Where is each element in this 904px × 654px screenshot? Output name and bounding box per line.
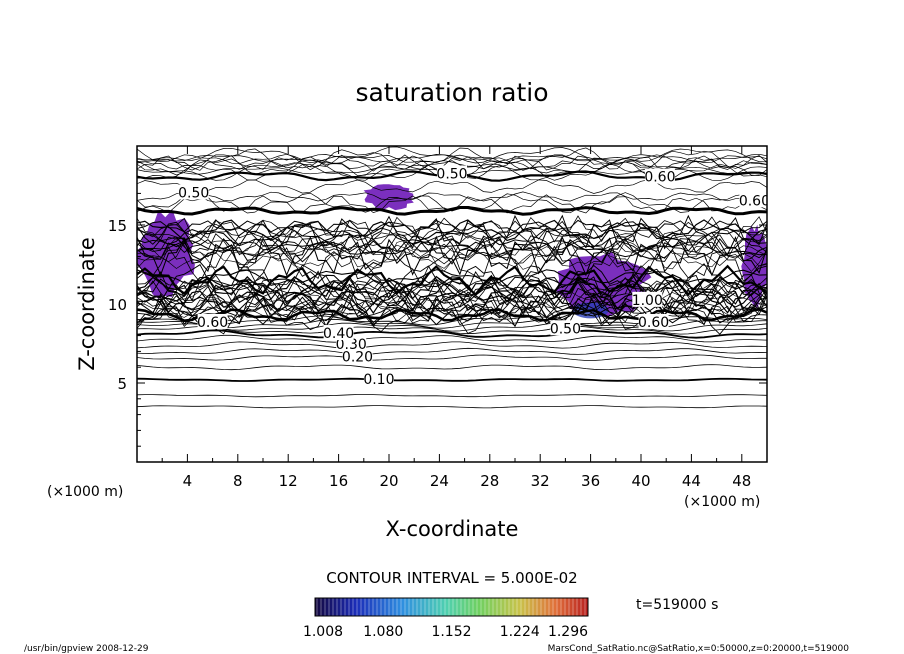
contour-line	[137, 250, 767, 269]
y-unit-label: (×1000 m)	[47, 484, 123, 500]
contour-line	[137, 229, 767, 265]
contour-line	[137, 245, 767, 286]
contour-line	[137, 281, 767, 306]
x-tick-label: 24	[430, 472, 449, 490]
contour-line	[137, 219, 767, 233]
contour-line	[137, 325, 767, 335]
x-tick-label: 40	[631, 472, 650, 490]
contour-line	[137, 160, 767, 170]
fill-region-top-center	[363, 184, 414, 211]
contour-label-bg	[632, 291, 663, 307]
contour-line	[137, 377, 767, 382]
contour-label-bg	[638, 313, 669, 329]
contour-label-bg	[323, 325, 354, 341]
contour-label-bg	[342, 348, 373, 364]
contour-line	[137, 322, 767, 332]
footer-left: /usr/bin/gpview 2008-12-29	[24, 644, 149, 654]
contour-label: 0.60	[638, 315, 669, 331]
contour-line	[137, 233, 767, 256]
x-tick-label: 36	[581, 472, 600, 490]
x-tick-label: 12	[279, 472, 298, 490]
contour-line	[137, 154, 767, 172]
x-axis-title: X-coordinate	[386, 517, 519, 541]
contour-line	[137, 354, 767, 361]
y-axis-title: Z-coordinate	[75, 237, 99, 371]
contour-line	[137, 264, 767, 296]
chart-title: saturation ratio	[355, 78, 548, 107]
contour-line	[137, 293, 767, 328]
contour-label: 0.60	[739, 193, 770, 209]
time-label: t=519000 s	[636, 597, 718, 613]
y-tick-label: 5	[117, 375, 127, 393]
footer-right: MarsCond_SatRatio.nc@SatRatio,x=0:50000,…	[548, 644, 850, 654]
x-tick-label: 20	[379, 472, 398, 490]
contour-label: 0.50	[178, 185, 209, 201]
contour-label: 0.60	[644, 170, 675, 186]
contour-label-bg	[178, 184, 209, 200]
x-tick-label: 4	[183, 472, 193, 490]
contour-line	[137, 405, 767, 409]
contour-line	[137, 329, 767, 339]
contour-label: 0.10	[363, 372, 394, 388]
contour-label-bg	[363, 370, 394, 386]
contour-label: 0.50	[436, 166, 467, 182]
contour-line	[137, 307, 767, 323]
contour-line	[137, 146, 767, 164]
x-unit-label: (×1000 m)	[684, 494, 760, 510]
contour-label: 1.00	[632, 293, 663, 309]
colorbar-tick-label: 1.224	[500, 624, 540, 640]
x-tick-label: 44	[682, 472, 701, 490]
contour-label-bg	[644, 168, 675, 184]
contour-line	[137, 191, 767, 202]
contour-label-bg	[550, 320, 581, 336]
contour-line	[137, 215, 767, 243]
contour-label: 0.40	[323, 326, 354, 342]
contour-line	[137, 334, 767, 343]
contour-interval-label: CONTOUR INTERVAL = 5.000E-02	[326, 569, 577, 587]
x-tick-label: 16	[329, 472, 348, 490]
x-tick-label: 8	[233, 472, 243, 490]
contour-line	[137, 269, 767, 285]
contour-line	[137, 273, 767, 308]
contour-label: 0.20	[342, 350, 373, 366]
contour-label-bg	[739, 192, 767, 208]
contour-label: 0.50	[550, 321, 581, 337]
contour-label: 0.30	[336, 337, 367, 353]
colorbar-tick-label: 1.296	[548, 624, 588, 640]
x-tick-label: 32	[531, 472, 550, 490]
x-tick-label: 48	[732, 472, 751, 490]
contour-line	[137, 243, 767, 259]
colorbar-tick-label: 1.080	[363, 624, 403, 640]
contour-line	[137, 394, 767, 398]
plot-area: 0.10 0.200.300.40 0.60 0.50 0.50 0.60 0.60 1.00…	[137, 146, 770, 462]
contour-line	[137, 147, 767, 171]
colorbar-tick-label: 1.152	[431, 624, 471, 640]
contour-line	[137, 274, 767, 301]
y-tick-label: 15	[108, 217, 127, 235]
x-tick-label: 28	[480, 472, 499, 490]
y-tick-label: 10	[108, 296, 127, 314]
contour-line	[137, 347, 767, 355]
contour-label-bg	[197, 313, 228, 329]
contour-line	[137, 192, 767, 214]
contour-line	[137, 179, 767, 194]
contour-line	[137, 153, 767, 165]
colorbar	[314, 597, 589, 617]
contour-line	[137, 226, 767, 248]
contour-label-bg	[437, 165, 467, 181]
contour-line	[137, 341, 767, 349]
colorbar-tick-label: 1.008	[303, 624, 343, 640]
contour-line	[137, 364, 767, 371]
contour-label: 0.60	[197, 315, 228, 331]
